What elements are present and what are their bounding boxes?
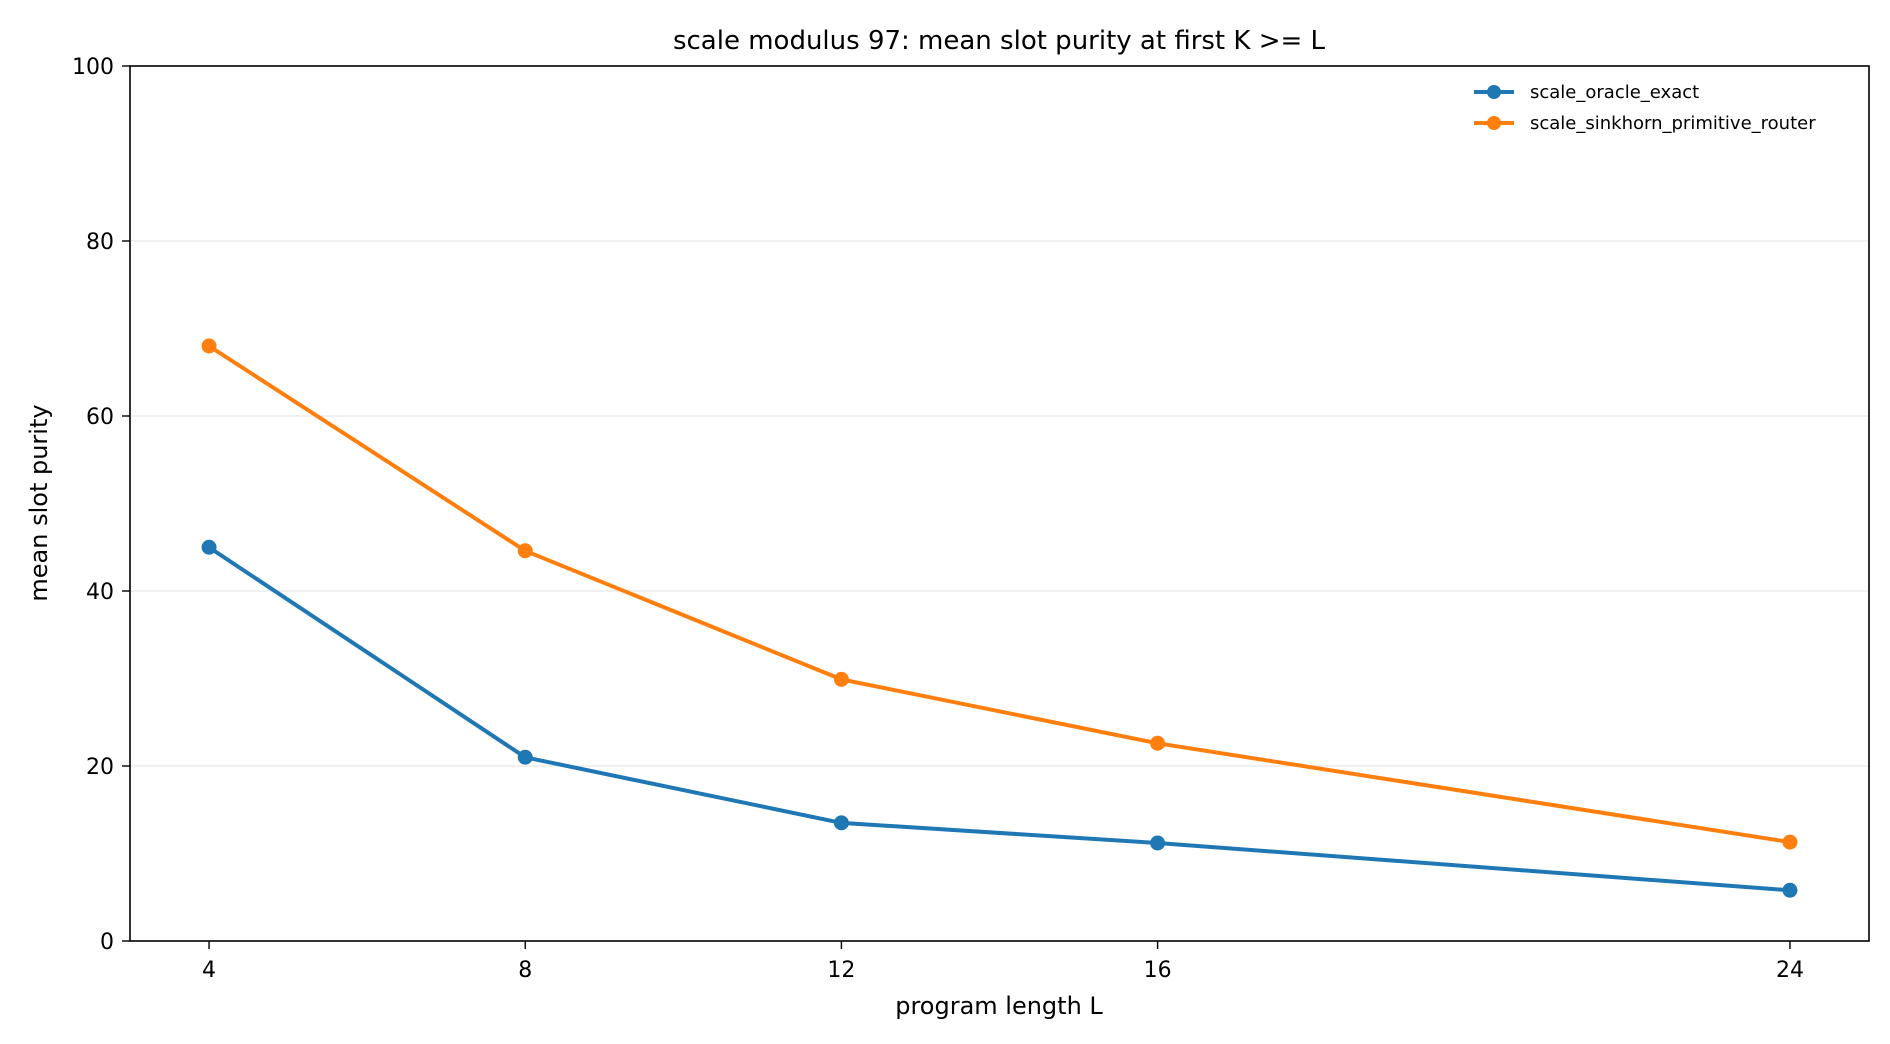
series-scale_sinkhorn_primitive_router: [201, 338, 1798, 850]
data-point: [201, 338, 217, 354]
y-tick-label: 60: [86, 405, 114, 430]
data-point: [1150, 735, 1166, 751]
data-point: [517, 749, 533, 765]
y-axis-label: mean slot purity: [25, 404, 53, 601]
legend-marker: [1487, 85, 1501, 99]
x-tick-label: 24: [1776, 958, 1804, 983]
data-point: [201, 539, 217, 555]
y-tick-label: 100: [72, 55, 114, 80]
series-scale_oracle_exact: [201, 539, 1798, 898]
legend-label: scale_sinkhorn_primitive_router: [1530, 113, 1816, 134]
data-point: [517, 543, 533, 559]
x-axis: 4 8 12 16 24: [202, 941, 1804, 983]
x-tick-label: 12: [827, 958, 855, 983]
y-tick-label: 40: [86, 580, 114, 605]
y-tick-label: 80: [86, 230, 114, 255]
plot-frame: [129, 65, 1870, 942]
x-tick-label: 4: [202, 958, 216, 983]
series-line: [207, 344, 1792, 845]
data-point: [833, 671, 849, 687]
x-tick-label: 16: [1144, 958, 1172, 983]
data-point: [1150, 835, 1166, 851]
grid-lines: [130, 240, 1869, 767]
legend-marker: [1487, 116, 1501, 130]
x-axis-label: program length L: [895, 992, 1103, 1020]
y-tick-label: 0: [100, 930, 114, 955]
legend: scale_oracle_exact scale_sinkhorn_primiti…: [1474, 82, 1816, 134]
data-point: [1782, 834, 1798, 850]
y-axis: 0 20 40 60 80 100: [72, 55, 130, 955]
series-line: [207, 545, 1792, 893]
legend-label: scale_oracle_exact: [1530, 82, 1699, 103]
y-tick-label: 20: [86, 755, 114, 780]
series-layer: [201, 338, 1798, 898]
data-point: [1782, 882, 1798, 898]
data-point: [833, 815, 849, 831]
chart-title: scale modulus 97: mean slot purity at fi…: [673, 26, 1326, 56]
x-tick-label: 8: [518, 958, 532, 983]
